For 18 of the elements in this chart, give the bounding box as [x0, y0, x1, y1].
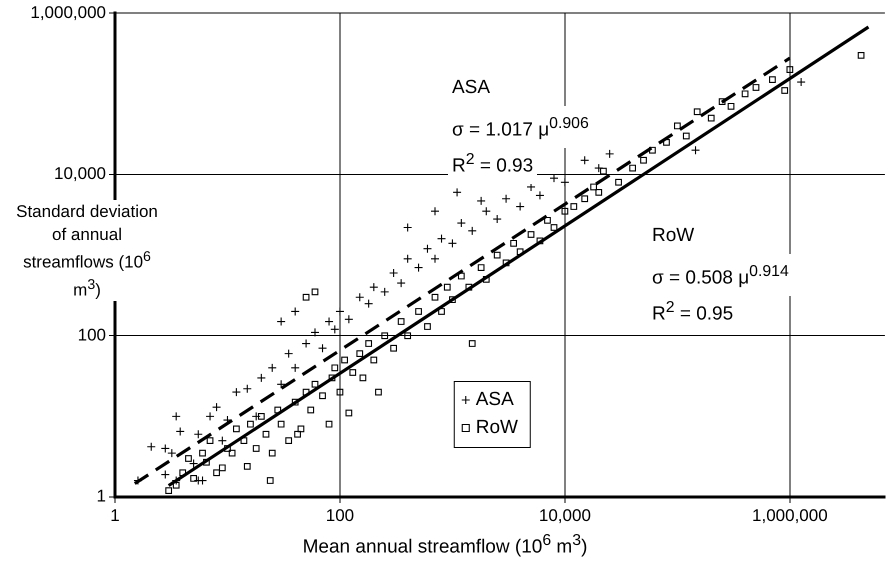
annotation: RoW: [648, 218, 698, 254]
text: Standard deviation of annual streamflows (10$^{6}$ m$^{3}$): [16, 202, 158, 300]
legend-label: ASA: [476, 389, 514, 410]
x-tick-label: 100: [326, 506, 354, 525]
x-tick-label: 10,000: [538, 506, 591, 525]
legend-label: RoW: [476, 417, 518, 438]
annotation: R$^{2}$ = 0.95: [648, 290, 738, 332]
y-tick-label: 1,000,000: [30, 2, 106, 22]
annotation: σ = 1.017 μ$^{0.906}$: [448, 106, 593, 148]
y-tick-label: 1: [96, 486, 106, 506]
x-tick-label: 1,000,000: [752, 506, 828, 525]
y-tick-label: 10,000: [54, 164, 106, 184]
x-axis-title: Mean annual streamflow (10$^{6}$ m$^{3}$): [302, 532, 588, 558]
annotation: σ = 0.508 μ$^{0.914}$: [648, 254, 793, 296]
x-tick-label: 1: [110, 506, 120, 525]
annotation: ASA: [448, 70, 494, 106]
y-tick-label: 100: [78, 325, 106, 344]
annotation: R$^{2}$ = 0.93: [448, 142, 538, 184]
